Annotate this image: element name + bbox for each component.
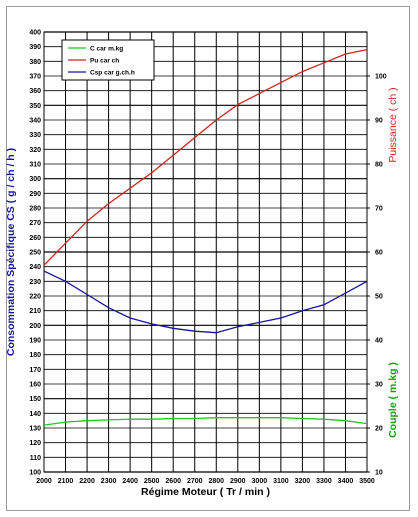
left-tick-label: 360 [29,88,41,95]
left-tick-label: 250 [29,250,41,257]
left-tick-label: 200 [29,323,41,330]
left-tick-label: 290 [29,191,41,198]
right-tick-label: 50 [375,294,383,301]
left-tick-label: 180 [29,352,41,359]
legend-label: Csp car g.ch.h [90,70,135,77]
x-tick-label: 2200 [79,478,95,485]
legend-label: Pu car ch [90,58,119,65]
right-tick-label: 20 [375,426,383,433]
left-tick-label: 330 [29,132,41,139]
series-line-csp-car-g-ch-h [43,270,368,334]
right-tick-label: 60 [375,250,383,257]
left-tick-label: 170 [29,367,41,374]
series-line-pu-car-ch [43,48,368,266]
right-tick-label: 40 [375,338,383,345]
right-tick-label: 100 [375,74,387,81]
left-tick-label: 160 [29,382,41,389]
right-tick-label: 10 [375,470,383,477]
left-tick-label: 260 [29,235,41,242]
left-tick-label: 400 [29,30,41,37]
x-axis-label: Régime Moteur ( Tr / min ) [141,486,270,498]
x-tick-label: 2100 [58,478,74,485]
left-tick-label: 130 [29,426,41,433]
right-tick-label: 70 [375,206,383,213]
left-tick-label: 350 [29,103,41,110]
series-line-c-car-m-kg [43,417,368,426]
left-tick-label: 240 [29,264,41,271]
right-axis-label-torque: Couple ( m.kg ) [387,362,399,438]
right-tick-label: 90 [375,118,383,125]
left-tick-label: 140 [29,411,41,418]
left-tick-label: 230 [29,279,41,286]
x-tick-label: 3100 [273,478,289,485]
left-tick-label: 220 [29,294,41,301]
right-tick-label: 30 [375,382,383,389]
left-tick-label: 370 [29,74,41,81]
left-tick-label: 110 [30,455,41,462]
right-tick-label: 80 [375,162,383,169]
x-tick-label: 3400 [338,478,354,485]
left-tick-label: 390 [29,44,41,51]
left-tick-label: 320 [29,147,41,154]
left-tick-label: 100 [29,470,41,477]
left-tick-label: 310 [29,162,41,169]
x-tick-label: 2700 [187,478,203,485]
left-tick-label: 210 [29,308,41,315]
left-tick-label: 120 [29,440,41,447]
left-axis-label: Consommation Spécifique CS ( g / ch / h … [5,148,17,356]
x-tick-label: 2500 [144,478,160,485]
x-tick-label: 2300 [101,478,117,485]
left-tick-label: 300 [29,176,41,183]
legend-label: C car m.kg [90,46,123,53]
x-tick-label: 2400 [122,478,138,485]
left-tick-label: 190 [29,338,41,345]
x-tick-label: 3500 [359,478,375,485]
left-tick-label: 280 [29,206,41,213]
right-axis-label-power: Puissance ( ch ) [387,87,399,162]
x-tick-label: 3200 [295,478,311,485]
left-tick-label: 380 [29,59,41,66]
left-tick-label: 270 [29,220,41,227]
x-tick-label: 2000 [36,478,52,485]
x-tick-label: 2900 [230,478,246,485]
x-tick-label: 3000 [252,478,268,485]
left-tick-label: 150 [29,396,41,403]
x-tick-label: 2800 [208,478,224,485]
left-tick-label: 340 [29,118,41,125]
x-tick-label: 2600 [165,478,181,485]
x-tick-label: 3300 [316,478,332,485]
